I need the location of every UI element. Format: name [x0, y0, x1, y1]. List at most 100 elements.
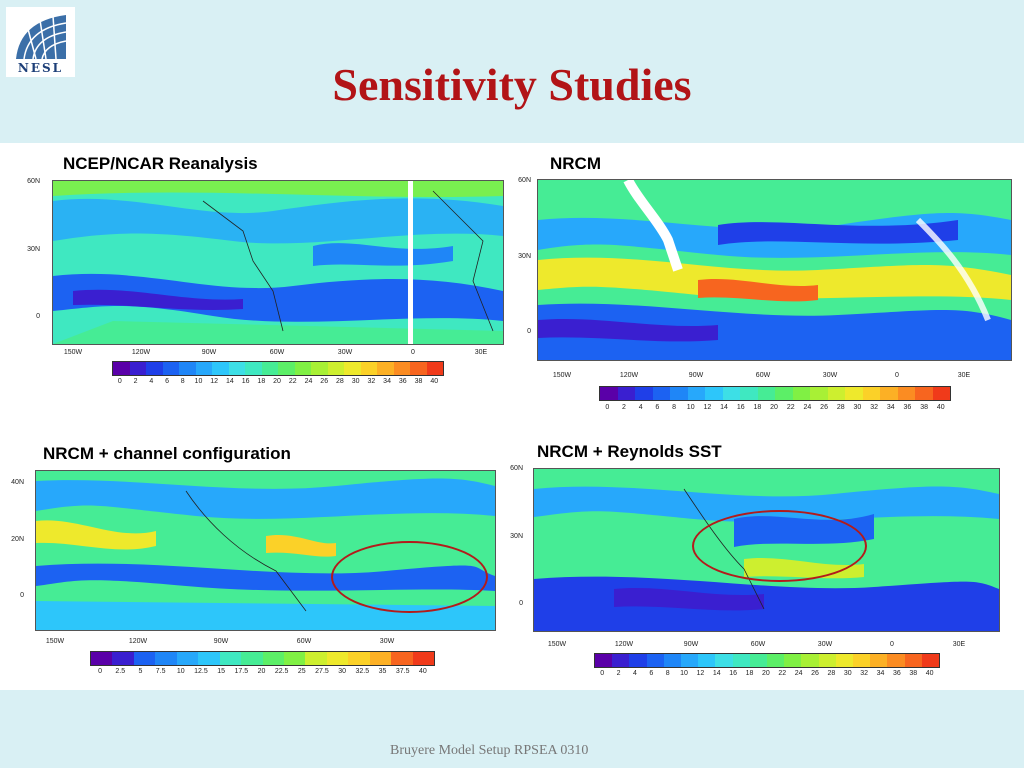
colorbar-tick-label: 8 — [180, 378, 185, 385]
logo-text: NESL — [17, 61, 64, 75]
colorbar-tick-label: 25 — [297, 668, 306, 675]
colorbar-swatch — [887, 654, 905, 667]
lat-label: 20N — [11, 536, 24, 543]
colorbar-swatch — [360, 362, 377, 375]
colorbar-swatch — [344, 362, 361, 375]
colorbar-swatch — [862, 387, 880, 400]
colorbar-tick-label: 32 — [870, 404, 878, 411]
colorbar-tick-label: 2 — [622, 404, 626, 411]
lon-label: 150W — [547, 641, 567, 648]
colorbar-swatch — [835, 654, 854, 667]
colorbar-swatch — [629, 654, 647, 667]
colorbar-swatch — [245, 362, 262, 375]
colorbar-swatch — [146, 362, 163, 375]
colorbar-swatch — [681, 654, 699, 667]
colorbar-tick-label: 6 — [165, 378, 169, 385]
colorbar-tick-label: 10 — [680, 670, 688, 677]
colorbar-swatch — [757, 387, 775, 400]
panel-title-reynolds: NRCM + Reynolds SST — [537, 442, 722, 461]
colorbar-swatch — [133, 652, 156, 665]
colorbar-ticks: 0 2 4 6 8 10 12 14 16 18 20 22 24 26 28 30 32 34 36 38 40 — [599, 404, 949, 411]
colorbar-tick-label: 28 — [836, 404, 845, 411]
colorbar-tick-label: 26 — [820, 404, 828, 411]
highlight-ellipse — [331, 541, 488, 613]
colorbar-tick-label: 2.5 — [115, 668, 126, 675]
colorbar-swatch — [326, 652, 349, 665]
colorbar-tick-label: 34 — [383, 378, 391, 385]
lon-label: 90W — [683, 641, 699, 648]
colorbar-ticks: 0 2 4 6 8 10 12 14 16 18 20 22 24 26 28 30 32 34 36 38 40 — [112, 378, 442, 385]
colorbar-swatch — [818, 654, 836, 667]
colorbar-swatch — [112, 652, 134, 665]
colorbar-tick-label: 27.5 — [315, 668, 329, 675]
colorbar-tick-label: 14 — [712, 670, 721, 677]
colorbar-swatch — [698, 654, 716, 667]
colorbar-swatch — [921, 654, 940, 667]
lon-label: 150W — [63, 349, 83, 356]
colorbar-swatch — [646, 654, 664, 667]
colorbar-swatch — [176, 652, 199, 665]
colorbar-swatch — [904, 654, 922, 667]
colorbar-swatch — [652, 387, 670, 400]
colorbar-tick-label: 20 — [762, 670, 770, 677]
colorbar-tick-label: 10 — [686, 404, 695, 411]
colorbar-swatch — [219, 652, 242, 665]
colorbar-tick-label: 0 — [117, 378, 122, 385]
colorbar-tick-label: 40 — [418, 668, 427, 675]
colorbar-swatch — [801, 654, 819, 667]
lon-label: 120W — [128, 638, 148, 645]
colorbar-tick-label: 22.5 — [274, 668, 289, 675]
colorbar-tick-label: 16 — [736, 404, 745, 411]
colorbar-tick-label: 37.5 — [395, 668, 410, 675]
colorbar-tick-label: 16 — [241, 378, 250, 385]
colorbar-tick-label: 35 — [378, 668, 387, 675]
colorbar-tick-label: 20 — [273, 378, 281, 385]
colorbar-swatch — [212, 362, 229, 375]
colorbar-tick-label: 36 — [893, 670, 901, 677]
colorbar-tick-label: 14 — [720, 404, 728, 411]
colorbar-tick-label: 22 — [786, 404, 795, 411]
colorbar-tick-label: 18 — [745, 670, 754, 677]
lon-label: 60W — [269, 349, 285, 356]
colorbar-tick-label: 12 — [703, 404, 712, 411]
colorbar-tick-label: 36 — [398, 378, 407, 385]
lon-label: 30W — [822, 372, 838, 379]
colorbar-tick-label: 36 — [903, 404, 912, 411]
map-reanalysis — [52, 180, 504, 345]
colorbar-tick-label: 26 — [320, 378, 329, 385]
colorbar-swatch — [663, 654, 682, 667]
panel-title-reanalysis: NCEP/NCAR Reanalysis — [63, 154, 258, 173]
colorbar-swatch — [722, 387, 740, 400]
colorbar-swatch — [749, 654, 768, 667]
colorbar-tick-label: 8 — [665, 670, 670, 677]
colorbar-swatch — [278, 362, 295, 375]
colorbar-tick-label: 40 — [936, 404, 945, 411]
lat-label: 0 — [20, 592, 24, 599]
colorbar-tick-label: 0 — [98, 668, 103, 675]
lat-label: 0 — [36, 313, 40, 320]
lon-label: 60W — [296, 638, 312, 645]
colorbar-swatch — [369, 652, 392, 665]
colorbar-swatch — [412, 652, 434, 665]
colorbar-tick-label: 30 — [338, 668, 347, 675]
lon-label: 30E — [957, 372, 971, 379]
colorbar-tick-label: 10 — [176, 668, 185, 675]
map-nrcm — [537, 179, 1012, 361]
colorbar-tick-label: 4 — [632, 670, 637, 677]
lon-label: 30E — [952, 641, 966, 648]
lon-label: 90W — [201, 349, 217, 356]
slide-header — [0, 0, 1024, 143]
footer-text: Bruyere Model Setup RPSEA 0310 — [390, 743, 589, 758]
colorbar-tick-label: 0 — [605, 404, 610, 411]
colorbar-swatch — [261, 362, 278, 375]
colorbar-swatch — [670, 387, 688, 400]
colorbar-swatch — [775, 387, 793, 400]
colorbar-swatch — [612, 654, 630, 667]
colorbar — [90, 651, 435, 666]
colorbar-tick-label: 28 — [336, 378, 344, 385]
lon-label: 60W — [755, 372, 771, 379]
lat-label: 60N — [518, 177, 531, 184]
colorbar-tick-label: 30 — [351, 378, 360, 385]
nesl-logo: NESL — [6, 7, 75, 77]
slide-footer — [0, 690, 1024, 768]
